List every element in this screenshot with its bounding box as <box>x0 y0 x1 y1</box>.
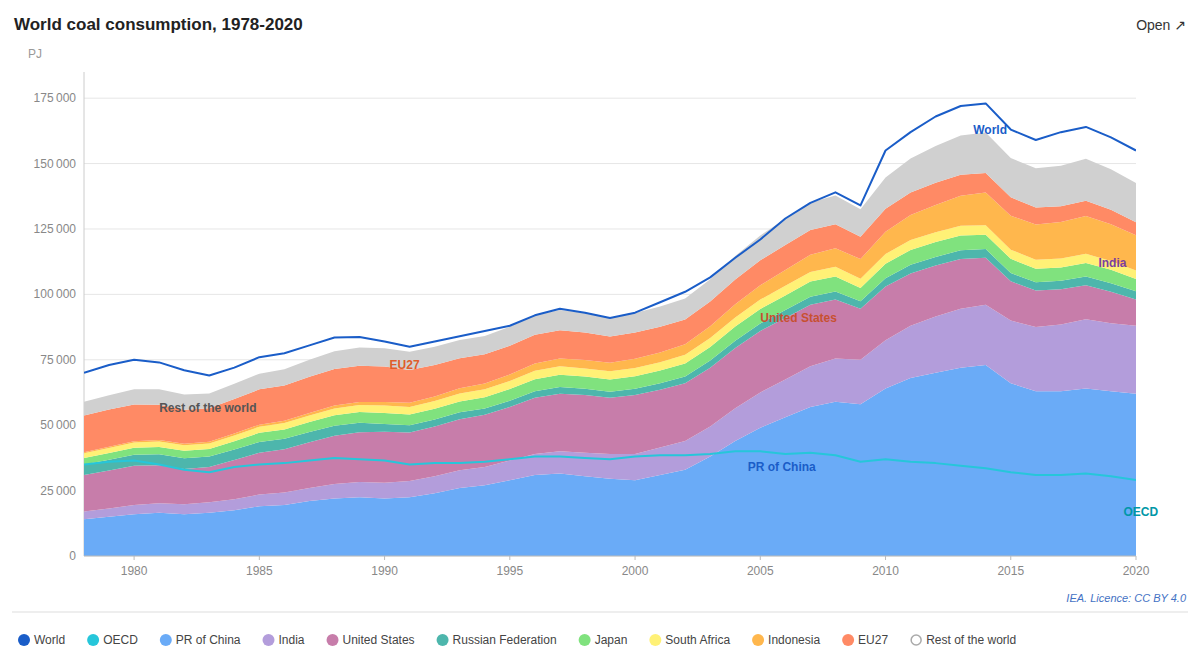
legend-label: PR of China <box>176 633 241 647</box>
line <box>84 103 1136 375</box>
legend-swatch <box>579 634 591 646</box>
legend-item: Indonesia <box>752 633 820 647</box>
x-tick <box>1136 556 1137 560</box>
x-tick-label: 2020 <box>1123 564 1150 578</box>
chart: 0 25 000 50 000 75 000 100 000 125 000 150 000… <box>0 0 1200 664</box>
x-tick <box>509 556 510 560</box>
x-tick <box>635 556 636 560</box>
x-tick-label: 2010 <box>872 564 899 578</box>
grid-line <box>84 556 1136 557</box>
x-tick <box>384 556 385 560</box>
y-tick-label: 25 000 <box>40 484 76 498</box>
legend-swatch <box>263 634 275 646</box>
x-tick <box>1010 556 1011 560</box>
y-tick-label: 100 000 <box>34 287 77 301</box>
x-tick-label: 1995 <box>496 564 523 578</box>
legend-label: India <box>279 633 305 647</box>
legend-item: South Africa <box>649 633 730 647</box>
legend-label: OECD <box>103 633 138 647</box>
legend-label: Rest of the world <box>926 633 1016 647</box>
legend-swatch <box>437 634 449 646</box>
legend-item: United States <box>327 633 415 647</box>
legend-item: India <box>263 633 305 647</box>
legend-label: Indonesia <box>768 633 820 647</box>
grid <box>84 98 1136 556</box>
annotation: India <box>1098 256 1126 270</box>
legend-swatch <box>911 635 921 645</box>
page: {"chart_data": { "type": "area", "stacke… <box>0 0 1200 664</box>
x-tick-label: 2015 <box>997 564 1024 578</box>
annotation: EU27 <box>390 358 420 372</box>
y-tick-label: 0 <box>69 549 76 563</box>
legend-item: OECD <box>87 633 138 647</box>
annotation: World <box>973 123 1007 137</box>
y-tick-label: 50 000 <box>40 418 76 432</box>
annotation: Rest of the world <box>159 401 256 415</box>
legend-separator <box>12 612 1188 613</box>
annotation: OECD <box>1123 505 1158 519</box>
legend-item: World <box>18 633 65 647</box>
legend-label: Russian Federation <box>453 633 557 647</box>
legend-item: Russian Federation <box>437 633 557 647</box>
area <box>84 132 1136 415</box>
line <box>84 451 1136 480</box>
legend-swatch <box>327 634 339 646</box>
legend-label: Japan <box>595 633 628 647</box>
x-tick <box>760 556 761 560</box>
grid-line <box>84 98 1136 99</box>
legend-label: World <box>34 633 65 647</box>
plot-data <box>84 103 1136 556</box>
x-axis-line <box>84 556 1136 557</box>
legend: World OECD PR of China India United States Ru… <box>18 633 1016 647</box>
legend-swatch <box>842 634 854 646</box>
legend-label: EU27 <box>858 633 888 647</box>
x-tick <box>885 556 886 560</box>
annotation: United States <box>760 311 837 325</box>
x-tick-label: 1980 <box>121 564 148 578</box>
legend-item: Rest of the world <box>911 633 1016 647</box>
legend-item: Japan <box>579 633 628 647</box>
legend-swatch <box>18 634 30 646</box>
open-link: Open ↗ <box>1136 17 1186 33</box>
y-tick-label: 150 000 <box>34 157 77 171</box>
legend-item: PR of China <box>160 633 241 647</box>
x-tick-label: 2005 <box>747 564 774 578</box>
y-tick-label: 75 000 <box>40 353 76 367</box>
legend-swatch <box>649 634 661 646</box>
annotation: PR of China <box>748 460 816 474</box>
legend-label: United States <box>343 633 415 647</box>
credit: IEA. Licence: CC BY 4.0 <box>1066 592 1187 604</box>
area <box>84 173 1136 452</box>
x-tick-label: 1990 <box>371 564 398 578</box>
legend-label: South Africa <box>665 633 730 647</box>
title: World coal consumption, 1978-2020 <box>14 15 303 34</box>
y-tick-label: 175 000 <box>34 91 77 105</box>
y-tick-label: 125 000 <box>34 222 77 236</box>
x-tick <box>259 556 260 560</box>
x-tick <box>134 556 135 560</box>
x-tick-label: 2000 <box>622 564 649 578</box>
legend-swatch <box>160 634 172 646</box>
legend-swatch <box>87 634 99 646</box>
legend-item: EU27 <box>842 633 888 647</box>
legend-swatch <box>752 634 764 646</box>
y-axis-label: PJ <box>28 47 42 61</box>
x-tick-label: 1985 <box>246 564 273 578</box>
